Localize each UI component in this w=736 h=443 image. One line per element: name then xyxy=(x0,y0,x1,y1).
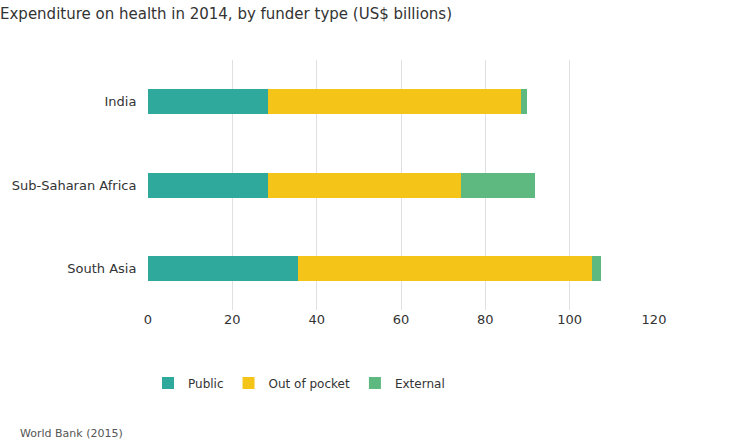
svg-text:60: 60 xyxy=(393,312,410,327)
svg-text:Expenditure on health in 2014,: Expenditure on health in 2014, by funder… xyxy=(0,5,452,23)
svg-text:India: India xyxy=(104,94,136,109)
svg-text:Sub-Saharan Africa: Sub-Saharan Africa xyxy=(12,178,137,193)
svg-text:80: 80 xyxy=(477,312,494,327)
svg-text:South Asia: South Asia xyxy=(67,261,136,276)
svg-text:Public: Public xyxy=(188,377,224,391)
svg-text:External: External xyxy=(395,377,445,391)
svg-text:20: 20 xyxy=(224,312,241,327)
svg-text:40: 40 xyxy=(308,312,325,327)
svg-text:120: 120 xyxy=(642,312,667,327)
svg-text:100: 100 xyxy=(557,312,582,327)
svg-text:0: 0 xyxy=(144,312,152,327)
svg-text:Out of pocket: Out of pocket xyxy=(269,377,350,391)
svg-text:World Bank (2015): World Bank (2015) xyxy=(20,427,123,440)
